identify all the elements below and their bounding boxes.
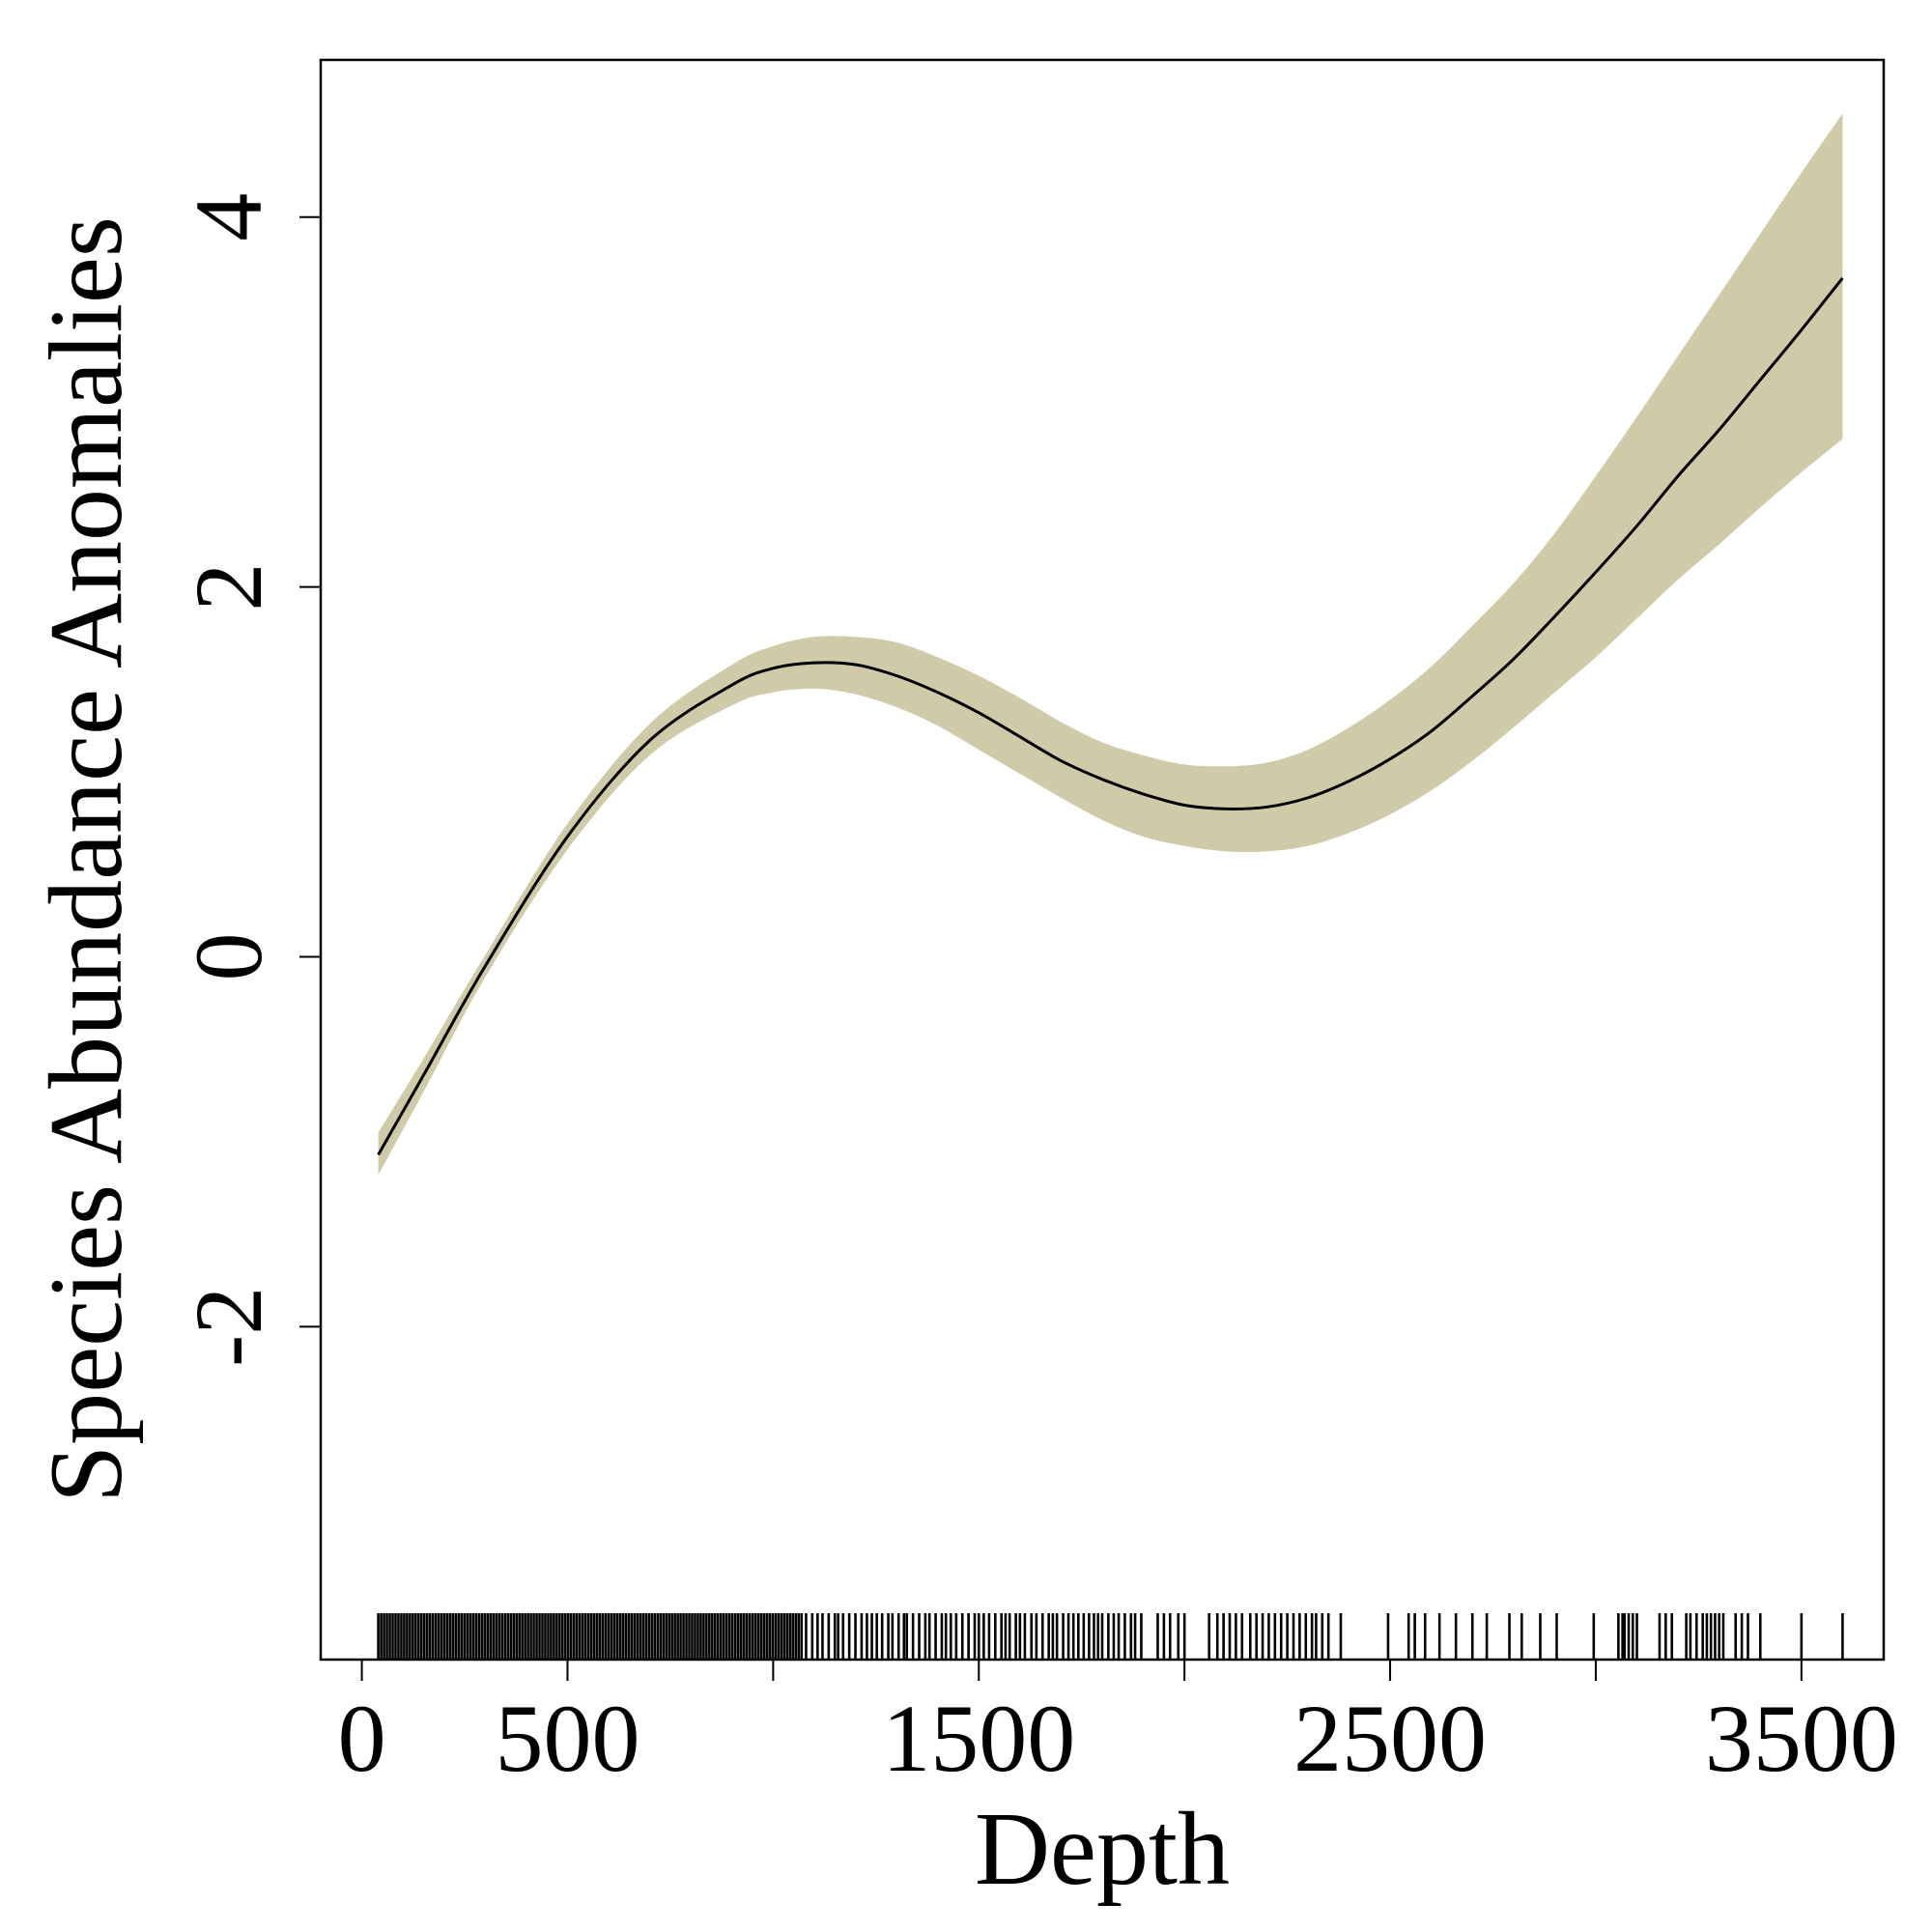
rug-marks [377,1613,1844,1660]
x-axis-title: Depth [975,1792,1230,1907]
y-tick-label: 4 [175,193,282,242]
y-tick-label: -2 [175,1287,282,1367]
x-tick-label: 1500 [882,1685,1075,1792]
x-axis: 0 500 1500 2500 3500 [338,1660,1898,1792]
plot-frame [319,58,1886,1662]
y-tick-label: 0 [175,933,282,981]
x-tick-label: 500 [495,1685,639,1792]
x-tick-label: 0 [338,1685,386,1792]
y-axis-title: Species Abundance Anomalies [29,216,144,1503]
x-tick-label: 2500 [1293,1685,1487,1792]
y-tick-label: 2 [175,563,282,611]
smooth-fit-line [377,276,1844,1156]
x-tick-label: 3500 [1705,1685,1898,1792]
confidence-band [378,113,1843,1176]
y-axis: -2 0 2 4 [175,193,321,1367]
